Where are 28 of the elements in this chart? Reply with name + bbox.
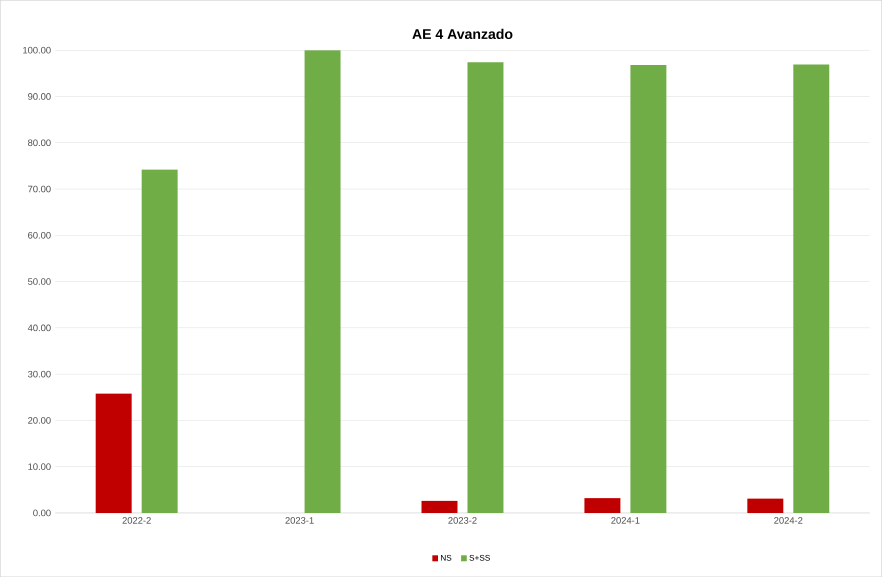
bar: [467, 62, 504, 513]
y-tick-label: 10.00: [28, 463, 51, 470]
y-tick-label: 80.00: [28, 139, 51, 146]
y-tick-label: 60.00: [28, 232, 51, 239]
legend-label: NS: [441, 554, 452, 561]
y-tick-label: 30.00: [28, 370, 51, 378]
bar: [96, 393, 132, 513]
bar: [584, 498, 620, 513]
bar: [793, 64, 830, 513]
bar: [630, 64, 666, 513]
x-tick-label: 2023-2: [448, 517, 477, 524]
legend-label: S+SS: [469, 554, 490, 561]
y-tick-label: 20.00: [28, 417, 51, 424]
y-tick-label: 90.00: [28, 93, 51, 100]
bar: [142, 170, 178, 513]
chart-title: AE 4 Avanzado: [412, 28, 512, 39]
bar: [304, 50, 341, 513]
y-tick-label: 0.00: [33, 510, 51, 516]
x-tick-label: 2022-2: [122, 517, 151, 524]
y-tick-label: 100.00: [23, 46, 51, 54]
x-tick-label: 2023-1: [285, 517, 314, 524]
bar: [747, 498, 784, 513]
x-tick-label: 2024-1: [611, 517, 640, 524]
y-tick-label: 50.00: [28, 278, 51, 285]
y-tick-label: 40.00: [28, 324, 51, 332]
bar: [422, 500, 458, 513]
x-tick-label: 2024-2: [774, 517, 802, 524]
y-tick-label: 70.00: [28, 186, 51, 192]
